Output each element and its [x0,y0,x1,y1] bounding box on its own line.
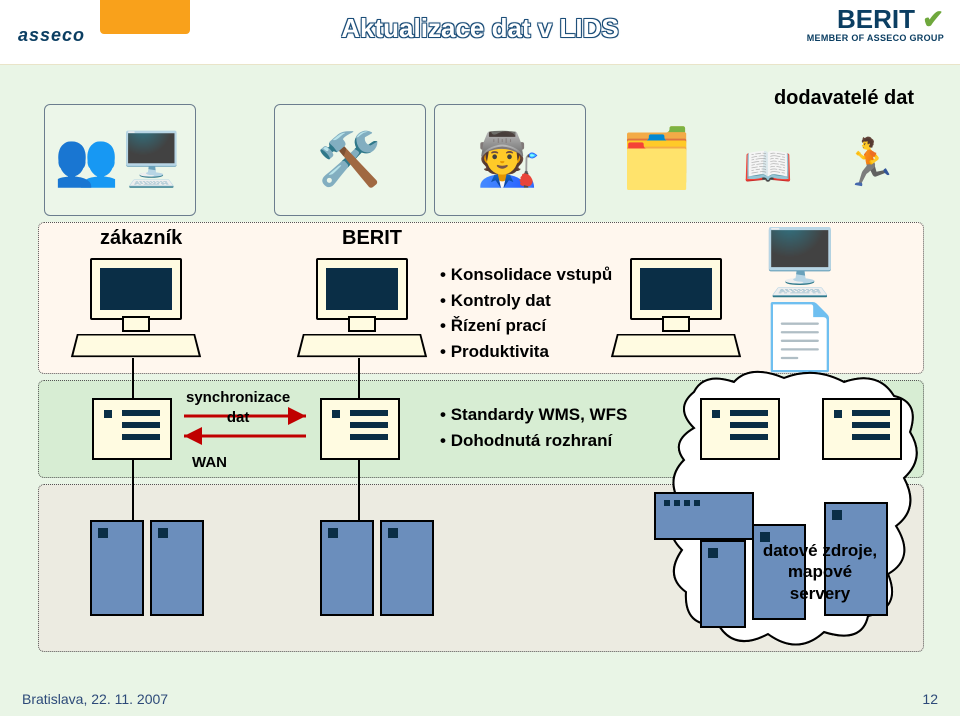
book-icon: 📖 [728,126,808,206]
suppliers-label: dodavatelé dat [774,88,914,108]
bullets-konsolidace: Konsolidace vstupů Kontroly dat Řízení p… [440,262,612,364]
wan-label: WAN [192,452,227,475]
db-server-1 [90,520,144,616]
col-customer: zákazník [100,228,182,248]
server-berit [320,398,400,460]
footer-right: 12 [922,692,938,706]
db-server-2 [150,520,204,616]
server-cloud-2 [822,398,902,460]
people-computer-icon: 👥🖥️ [44,104,194,214]
link-3 [132,458,134,520]
server-cloud-1 [700,398,780,460]
welder-icon: 🧑‍🏭 [434,104,584,214]
link-2 [358,358,360,398]
workstation-berit [300,258,420,358]
workstation-customer [74,258,194,358]
link-4 [358,458,360,520]
workstation-supplier [614,258,734,358]
cloud-label-1: datové zdroje, [763,541,877,560]
folders-icon: 🗂️ [602,104,712,214]
sync-label: synchronizace dat [186,388,290,427]
cloud-label-2: mapové [788,562,852,581]
server-customer [92,398,172,460]
rack-1 [654,492,754,540]
cloud-label-3: servery [790,584,851,603]
worker-icon: 🛠️ [274,104,424,214]
header-bar: asseco BERIT ✔ MEMBER OF ASSECO GROUP Ak… [0,0,960,65]
bullet-4: Produktivita [440,339,612,365]
map-server-1 [700,540,746,628]
bullet-1: Konsolidace vstupů [440,262,612,288]
bullet-s2: Dohodnutá rozhraní [440,428,627,454]
sync-label-1: synchronizace [186,389,290,406]
crt-stack-icon: 🖥️📄 [760,240,900,360]
bullet-s1: Standardy WMS, WFS [440,402,627,428]
runner-maze-icon: 🏃 [820,112,920,212]
bullet-2: Kontroly dat [440,288,612,314]
sync-label-2: dat [227,409,250,426]
cloud-label: datové zdroje, mapové servery [750,540,890,604]
db-server-3 [320,520,374,616]
bullets-standards: Standardy WMS, WFS Dohodnutá rozhraní [440,402,627,453]
slide-title: Aktualizace dat v LIDS [0,14,960,43]
bullet-3: Řízení prací [440,313,612,339]
col-berit: BERIT [342,228,402,248]
link-1 [132,358,134,398]
db-server-4 [380,520,434,616]
slide: asseco BERIT ✔ MEMBER OF ASSECO GROUP Ak… [0,0,960,716]
footer-left: Bratislava, 22. 11. 2007 [22,692,168,706]
